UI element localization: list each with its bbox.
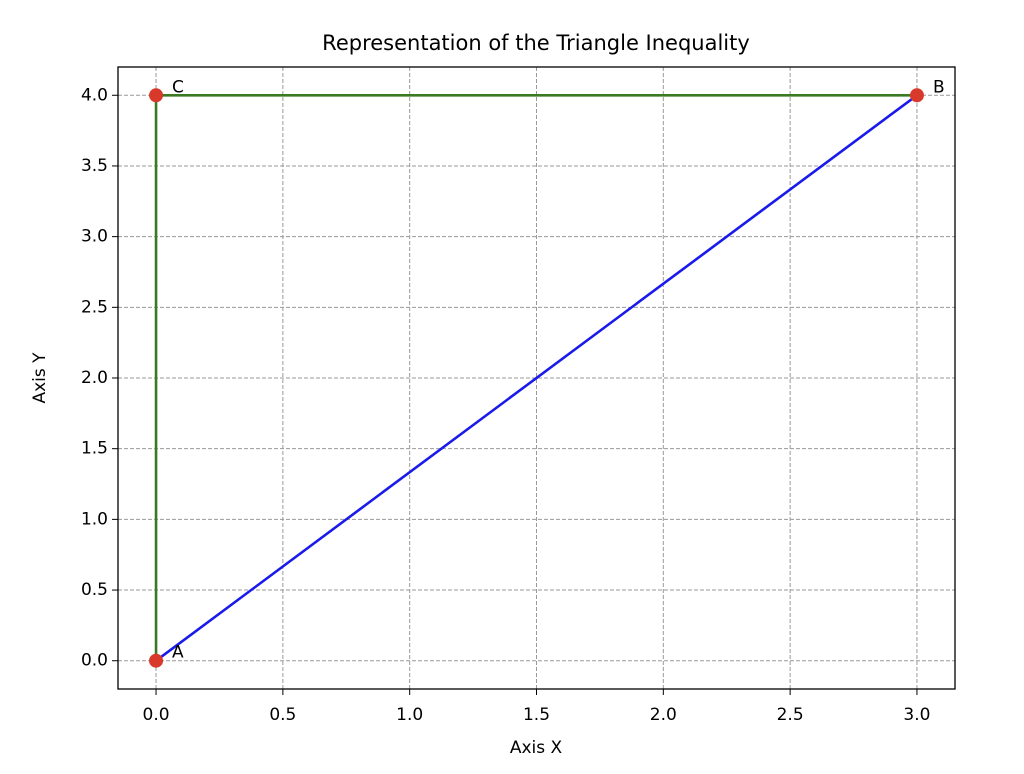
x-tick-label: 1.5 [523, 705, 550, 725]
line [155, 94, 918, 662]
y-tick-label: 2.0 [81, 368, 108, 388]
y-tick-label: 1.5 [81, 439, 108, 459]
point-label: C [172, 77, 184, 97]
y-tick-label: 3.0 [81, 227, 108, 247]
y-tick-label: 1.0 [81, 509, 108, 529]
point [149, 653, 164, 668]
point [909, 88, 924, 103]
x-tick-label: 2.0 [650, 705, 677, 725]
y-axis-label: Axis Y [30, 352, 50, 404]
x-tick-label: 0.5 [269, 705, 296, 725]
plot-frame [117, 66, 956, 690]
y-tick-label: 3.5 [81, 156, 108, 176]
point [149, 88, 164, 103]
point-label: A [172, 643, 184, 663]
x-tick-label: 0.0 [143, 705, 170, 725]
y-tick-label: 2.5 [81, 297, 108, 317]
chart-title: Representation of the Triangle Inequalit… [322, 31, 750, 55]
y-tick-label: 4.0 [81, 85, 108, 105]
x-tick-label: 1.0 [396, 705, 423, 725]
x-tick-label: 2.5 [777, 705, 804, 725]
x-tick-label: 3.0 [903, 705, 930, 725]
x-axis-label: Axis X [510, 738, 563, 758]
y-tick-label: 0.0 [81, 651, 108, 671]
y-tick-label: 0.5 [81, 580, 108, 600]
point-label: B [933, 77, 945, 97]
